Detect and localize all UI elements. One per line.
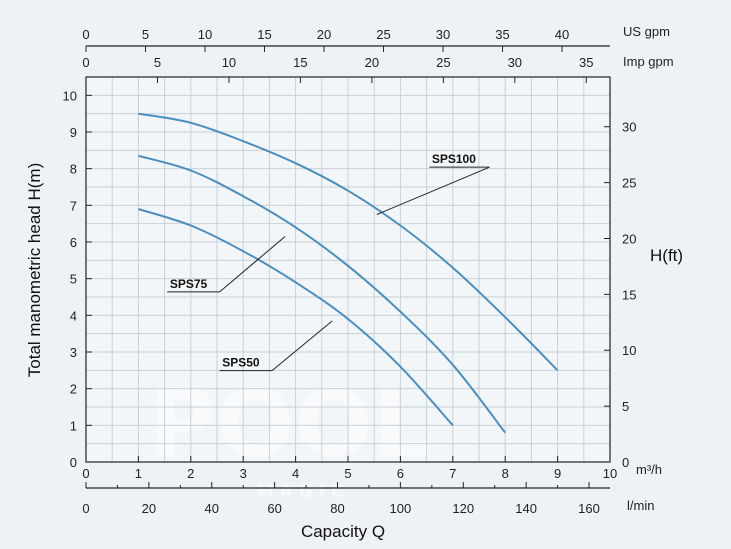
tick-label-head-m: 7 — [70, 198, 77, 213]
tick-label-us-gpm: 0 — [82, 27, 89, 42]
tick-label-head-m: 5 — [70, 272, 77, 287]
tick-label-head-ft: 30 — [622, 120, 636, 135]
tick-label-imp-gpm: 10 — [222, 55, 236, 70]
tick-label-us-gpm: 5 — [142, 27, 149, 42]
tick-label-m3h: 4 — [292, 466, 299, 481]
tick-label-m3h: 9 — [554, 466, 561, 481]
tick-label-imp-gpm: 15 — [293, 55, 307, 70]
tick-label-head-m: 6 — [70, 235, 77, 250]
tick-label-m3h: 8 — [502, 466, 509, 481]
tick-label-l-min: 0 — [82, 501, 89, 516]
curve-sps50 — [138, 208, 454, 426]
tick-label-us-gpm: 25 — [376, 27, 390, 42]
tick-label-us-gpm: 15 — [257, 27, 271, 42]
tick-label-head-ft: 20 — [622, 231, 636, 246]
tick-label-us-gpm: 20 — [317, 27, 331, 42]
watermark: POOL M A G I C — [149, 370, 431, 502]
tick-label-imp-gpm: 35 — [579, 55, 593, 70]
tick-label-l-min: 160 — [578, 501, 600, 516]
tick-label-m3h: 2 — [187, 466, 194, 481]
tick-label-m3h: 7 — [449, 466, 456, 481]
unit-l-min: l/min — [627, 498, 654, 513]
unit-imp-gpm: Imp gpm — [623, 54, 674, 69]
tick-label-head-ft: 5 — [622, 399, 629, 414]
tick-label-imp-gpm: 5 — [154, 55, 161, 70]
x-axis-title: Capacity Q — [301, 522, 385, 541]
watermark-subtitle: M A G I C — [257, 482, 344, 502]
tick-label-us-gpm: 35 — [495, 27, 509, 42]
tick-label-head-m: 10 — [63, 88, 77, 103]
tick-label-l-min: 40 — [205, 501, 219, 516]
tick-label-l-min: 140 — [515, 501, 537, 516]
tick-label-m3h: 1 — [135, 466, 142, 481]
tick-label-m3h: 5 — [344, 466, 351, 481]
tick-label-head-m: 8 — [70, 162, 77, 177]
tick-label-head-m: 4 — [70, 308, 77, 323]
tick-label-head-ft: 0 — [622, 455, 629, 470]
tick-label-m3h: 6 — [397, 466, 404, 481]
tick-label-us-gpm: 40 — [555, 27, 569, 42]
tick-label-us-gpm: 30 — [436, 27, 450, 42]
tick-label-l-min: 100 — [390, 501, 412, 516]
tick-label-head-ft: 25 — [622, 176, 636, 191]
curve-sps75 — [138, 154, 506, 434]
tick-label-m3h: 10 — [603, 466, 617, 481]
tick-label-head-m: 0 — [70, 455, 77, 470]
tick-label-imp-gpm: 0 — [82, 55, 89, 70]
unit-m3h: m³/h — [636, 462, 662, 477]
curve-sps100 — [138, 112, 559, 372]
series-label-sps75: SPS75 — [170, 277, 208, 291]
series-label-sps50: SPS50 — [222, 356, 260, 370]
tick-label-l-min: 20 — [142, 501, 156, 516]
tick-label-us-gpm: 10 — [198, 27, 212, 42]
unit-us-gpm: US gpm — [623, 24, 670, 39]
tick-label-head-m: 2 — [70, 382, 77, 397]
tick-label-l-min: 120 — [452, 501, 474, 516]
series-callouts: SPS100 SPS75 SPS50 — [167, 152, 490, 372]
tick-label-l-min: 80 — [330, 501, 344, 516]
tick-label-l-min: 60 — [267, 501, 281, 516]
tick-label-m3h: 0 — [82, 466, 89, 481]
y2-axis-title: H(ft) — [650, 246, 683, 265]
callout-leader-sps50 — [271, 320, 333, 372]
pump-curves — [138, 112, 559, 434]
tick-label-imp-gpm: 25 — [436, 55, 450, 70]
y-axis-title: Total manometric head H(m) — [25, 163, 44, 377]
tick-label-head-m: 1 — [70, 418, 77, 433]
tick-label-head-m: 3 — [70, 345, 77, 360]
callout-leader-sps75 — [219, 236, 286, 293]
tick-label-m3h: 3 — [240, 466, 247, 481]
tick-label-head-m: 9 — [70, 125, 77, 140]
callout-leader-sps100 — [376, 166, 490, 215]
watermark-title: POOL — [149, 370, 431, 477]
tick-label-imp-gpm: 30 — [508, 55, 522, 70]
tick-label-head-ft: 15 — [622, 287, 636, 302]
grid — [86, 77, 610, 462]
series-label-sps100: SPS100 — [432, 152, 476, 166]
tick-label-head-ft: 10 — [622, 343, 636, 358]
tick-label-imp-gpm: 20 — [365, 55, 379, 70]
